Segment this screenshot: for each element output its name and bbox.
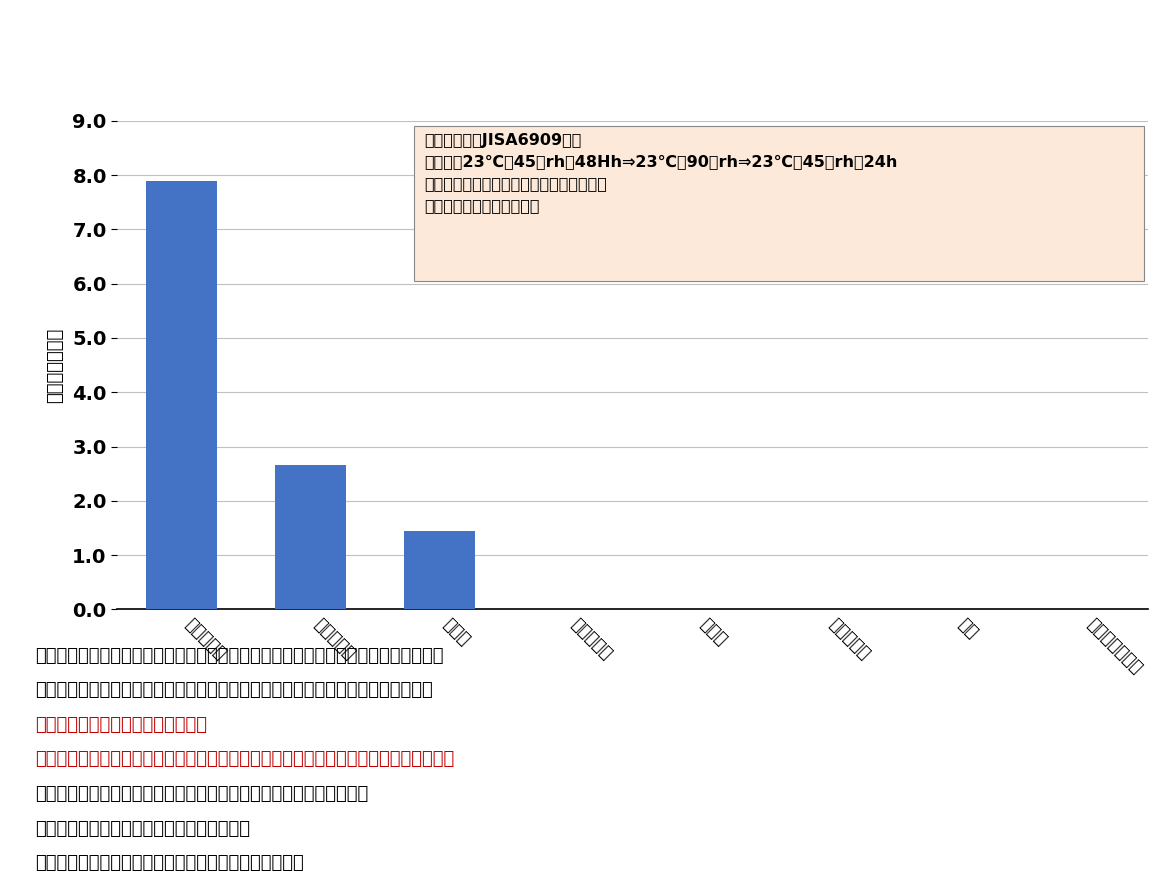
Text: 調湿塗り壁材の各種原料の調湿性能比較: 調湿塗り壁材の各種原料の調湿性能比較 (361, 30, 810, 73)
Text: （日本の代表的な塗り壁材の原料）: （日本の代表的な塗り壁材の原料） (35, 716, 207, 734)
Bar (275, 466, 345, 609)
Text: 調湿性に優れた原料として、紹介されていますが、ゼロか、非常に低い調湿性でした。: 調湿性に優れた原料として、紹介されていますが、ゼロか、非常に低い調湿性でした。 (35, 751, 454, 769)
Bar (146, 181, 217, 609)
Bar (404, 530, 474, 609)
Y-axis label: 吸放湿率（％）: 吸放湿率（％） (46, 328, 64, 402)
Text: ・ホタテは、やや調湿性はあるが、非常に低い調湿性。: ・ホタテは、やや調湿性はあるが、非常に低い調湿性。 (35, 855, 303, 873)
Text: ・大半の珪藻塗り壁材の原料の白色珪藻土は、調湿性が、ほぼゼロ。: ・大半の珪藻塗り壁材の原料の白色珪藻土は、調湿性が、ほぼゼロ。 (35, 785, 368, 803)
Text: ・試験方法：JISA6909準拠
・条件：23℃、45％rh、48Hh⇒23℃、90％rh⇒23℃、45％rh、24h
・テスト場所：滋賀県立工業技術センター
: ・試験方法：JISA6909準拠 ・条件：23℃、45％rh、48Hh⇒23℃、… (425, 134, 898, 213)
FancyBboxPatch shape (413, 126, 1144, 281)
Text: ・日本で販売されている調湿塗り壁材の原料の調湿性の比較データを取得しました。: ・日本で販売されている調湿塗り壁材の原料の調湿性の比較データを取得しました。 (35, 647, 444, 665)
Text: ・稼内珪藻土（鉱物名称：稼内層珪藻頁岩）は、抜群の調湿性能を有しています。: ・稼内珪藻土（鉱物名称：稼内層珪藻頁岩）は、抜群の調湿性能を有しています。 (35, 681, 432, 699)
Text: ・シラス、沖縄サンゴ、漆喂も、ほぼゼロ。: ・シラス、沖縄サンゴ、漆喂も、ほぼゼロ。 (35, 820, 249, 838)
